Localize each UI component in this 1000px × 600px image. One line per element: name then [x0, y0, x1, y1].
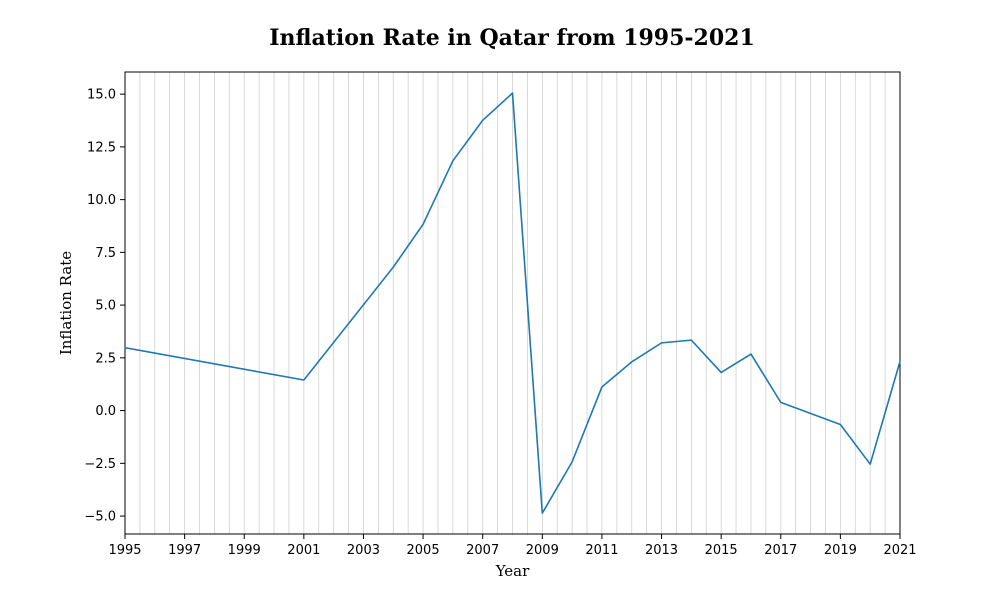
y-tick-label: 12.5 [87, 140, 116, 155]
x-tick-label: 2005 [407, 543, 440, 558]
y-tick-label: 15.0 [87, 88, 116, 103]
data-point [421, 222, 425, 226]
data-point [660, 341, 664, 345]
y-tick-label: 10.0 [87, 193, 116, 208]
x-tick-label: 2017 [764, 543, 797, 558]
data-point [123, 346, 127, 350]
x-tick-label: 1999 [228, 543, 261, 558]
data-point [719, 370, 723, 374]
x-tick-label: 2009 [526, 543, 559, 558]
data-point [838, 423, 842, 427]
data-point [540, 511, 544, 515]
x-tick-label: 1995 [108, 543, 141, 558]
data-point [302, 378, 306, 382]
chart-title: Inflation Rate in Qatar from 1995-2021 [269, 25, 755, 51]
y-tick-label: 2.5 [95, 351, 116, 366]
y-tick-label: 0.0 [95, 404, 116, 419]
x-tick-label: 2003 [347, 543, 380, 558]
series-layer [124, 92, 901, 514]
axes: 1995 1997 1999 2001 2003 2005 2007 2009 2011 2013… [84, 71, 917, 558]
data-point [749, 352, 753, 356]
data-point [630, 360, 634, 364]
y-tick-label: −5.0 [84, 510, 116, 525]
x-tick-label: 2011 [585, 543, 618, 558]
x-tick-label: 2007 [466, 543, 499, 558]
y-tick-label: 5.0 [95, 299, 116, 314]
data-point [511, 91, 515, 95]
x-tick-label: 2001 [287, 543, 320, 558]
y-tick-label: −2.5 [84, 457, 116, 472]
data-point [779, 400, 783, 404]
series-line [124, 92, 901, 514]
x-axis-label: Year [495, 562, 530, 580]
data-point [898, 359, 902, 363]
x-tick-label: 1997 [168, 543, 201, 558]
data-point [689, 338, 693, 342]
y-axis-label: Inflation Rate [57, 251, 75, 355]
data-point [391, 265, 395, 269]
x-tick-label: 2019 [824, 543, 857, 558]
x-tick-label: 2015 [705, 543, 738, 558]
plot-frame [124, 71, 901, 535]
data-point [481, 118, 485, 122]
x-tick-label: 2021 [883, 543, 916, 558]
y-tick-label: 7.5 [95, 246, 116, 261]
data-point [451, 159, 455, 163]
data-point [868, 462, 872, 466]
data-point [570, 460, 574, 464]
grid-lines [139, 72, 886, 534]
x-tick-label: 2013 [645, 543, 678, 558]
data-point [600, 385, 604, 389]
